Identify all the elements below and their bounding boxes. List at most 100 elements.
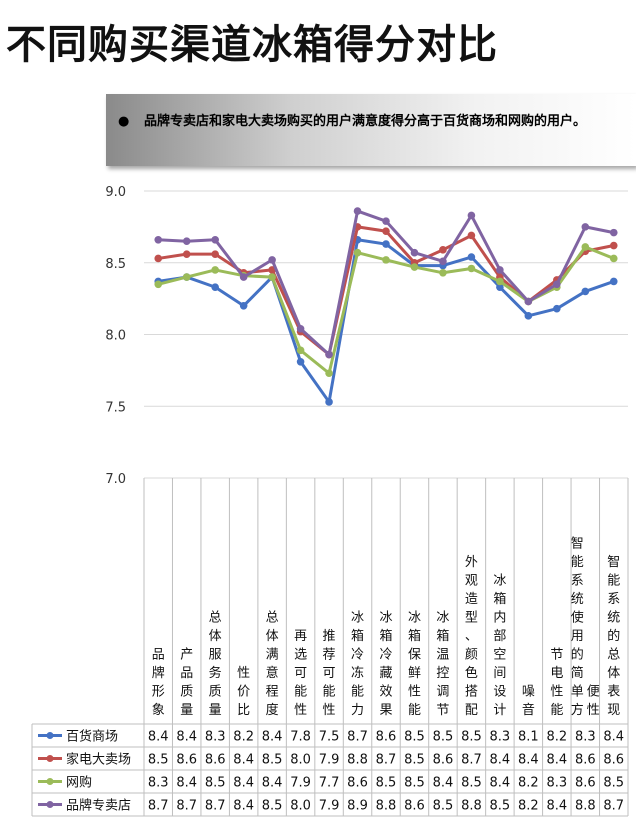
data-table-value: 8.6 bbox=[433, 753, 454, 768]
data-table-value: 8.4 bbox=[490, 753, 511, 768]
data-table-value: 8.4 bbox=[603, 730, 624, 745]
y-tick-label: 7.5 bbox=[105, 400, 126, 415]
data-point bbox=[325, 369, 333, 378]
data-point bbox=[182, 250, 191, 258]
data-table-value: 8.4 bbox=[176, 776, 197, 791]
data-table-value: 8.3 bbox=[546, 776, 567, 791]
legend-marker bbox=[46, 732, 54, 739]
data-table-value: 7.7 bbox=[319, 776, 340, 791]
x-category-label: 总体服务质量 bbox=[209, 611, 222, 719]
data-table-value: 8.8 bbox=[575, 799, 596, 814]
legend-marker bbox=[46, 778, 54, 785]
data-table-value: 8.3 bbox=[490, 730, 511, 745]
legend-marker bbox=[46, 755, 54, 762]
data-table-value: 8.6 bbox=[575, 776, 596, 791]
x-category-label: 再选可能性 bbox=[294, 629, 307, 718]
data-table-value: 8.2 bbox=[518, 799, 539, 814]
data-table-value: 8.5 bbox=[404, 776, 425, 791]
data-table-value: 8.8 bbox=[347, 753, 368, 768]
data-table-value: 8.4 bbox=[233, 753, 254, 768]
data-point bbox=[581, 223, 590, 231]
x-category-label: 冰箱温控调节 bbox=[436, 611, 449, 719]
data-point bbox=[467, 264, 476, 273]
data-point bbox=[268, 273, 276, 281]
data-point bbox=[382, 217, 390, 225]
data-point bbox=[211, 283, 219, 291]
data-table-value: 8.4 bbox=[233, 799, 254, 814]
data-table-value: 8.5 bbox=[205, 776, 226, 791]
data-table-value: 8.6 bbox=[575, 753, 596, 768]
data-point bbox=[609, 277, 618, 286]
data-table-value: 8.6 bbox=[603, 753, 624, 768]
x-category-label: 品牌形象 bbox=[152, 648, 165, 719]
data-point bbox=[553, 304, 561, 313]
data-point bbox=[239, 302, 248, 310]
data-point bbox=[467, 253, 476, 261]
data-point bbox=[609, 254, 618, 263]
data-table-value: 8.5 bbox=[148, 753, 169, 768]
data-point bbox=[353, 207, 362, 215]
series-line bbox=[158, 238, 615, 404]
legend-label: 家电大卖场 bbox=[66, 752, 131, 768]
data-table-value: 8.4 bbox=[490, 776, 511, 791]
data-table-value: 7.9 bbox=[319, 799, 340, 814]
data-table-value: 7.8 bbox=[290, 730, 311, 745]
data-table-value: 8.5 bbox=[404, 730, 425, 745]
data-table-value: 8.4 bbox=[262, 776, 283, 791]
data-table-value: 8.7 bbox=[176, 799, 197, 814]
data-table-value: 7.9 bbox=[319, 753, 340, 768]
legend-label: 网购 bbox=[66, 775, 92, 791]
data-table-value: 8.9 bbox=[347, 799, 368, 814]
data-table-value: 8.7 bbox=[461, 753, 482, 768]
data-point bbox=[325, 350, 333, 359]
data-point bbox=[581, 243, 590, 251]
x-category-label: 智能系统的总体表现 bbox=[607, 555, 620, 718]
data-point bbox=[439, 246, 447, 254]
data-table-value: 7.5 bbox=[319, 730, 340, 745]
data-point bbox=[296, 357, 305, 366]
data-table-value: 8.6 bbox=[404, 799, 425, 814]
data-table-value: 8.5 bbox=[490, 799, 511, 814]
x-category-label: 智能系统使用的简单方便性 bbox=[571, 537, 600, 719]
data-point bbox=[496, 277, 504, 286]
data-table-value: 8.4 bbox=[546, 753, 567, 768]
data-point bbox=[182, 237, 191, 246]
x-category-label: 冰箱冷冻能力 bbox=[351, 611, 364, 719]
data-point bbox=[439, 257, 447, 266]
data-point bbox=[439, 268, 447, 277]
y-tick-label: 7.0 bbox=[105, 472, 126, 487]
y-tick-label: 8.0 bbox=[105, 329, 126, 344]
data-table-value: 8.4 bbox=[176, 730, 197, 745]
data-point bbox=[467, 231, 476, 240]
x-category-label: 节电性能 bbox=[550, 648, 563, 719]
data-point bbox=[410, 263, 419, 271]
data-table-value: 8.6 bbox=[176, 753, 197, 768]
x-category-label: 冰箱冷藏效果 bbox=[379, 611, 392, 719]
data-point bbox=[268, 256, 276, 264]
data-table-value: 8.2 bbox=[546, 730, 567, 745]
data-point bbox=[496, 266, 504, 274]
y-tick-label: 9.0 bbox=[105, 185, 126, 200]
data-table-value: 8.4 bbox=[433, 776, 454, 791]
data-point bbox=[382, 256, 390, 264]
x-category-label: 性价比 bbox=[237, 666, 250, 718]
data-table-value: 8.5 bbox=[461, 730, 482, 745]
data-table-value: 8.4 bbox=[233, 776, 254, 791]
data-table-value: 8.3 bbox=[575, 730, 596, 745]
note-banner: ● 品牌专卖店和家电大卖场购买的用户满意度得分高于百货商场和网购的用户。 bbox=[106, 94, 636, 166]
x-category-label: 总体满意程度 bbox=[266, 611, 279, 719]
data-table-value: 8.4 bbox=[148, 730, 169, 745]
data-point bbox=[581, 287, 590, 296]
data-table-value: 8.5 bbox=[603, 776, 624, 791]
data-point bbox=[382, 240, 390, 248]
data-table-value: 8.2 bbox=[233, 730, 254, 745]
data-point bbox=[410, 248, 419, 257]
data-table-value: 8.8 bbox=[376, 799, 397, 814]
x-category-label: 推荐可能性 bbox=[323, 629, 336, 718]
data-table-value: 8.3 bbox=[148, 776, 169, 791]
data-table-value: 8.6 bbox=[347, 776, 368, 791]
data-point bbox=[382, 227, 390, 235]
data-point bbox=[154, 254, 163, 263]
data-table-value: 8.4 bbox=[262, 730, 283, 745]
